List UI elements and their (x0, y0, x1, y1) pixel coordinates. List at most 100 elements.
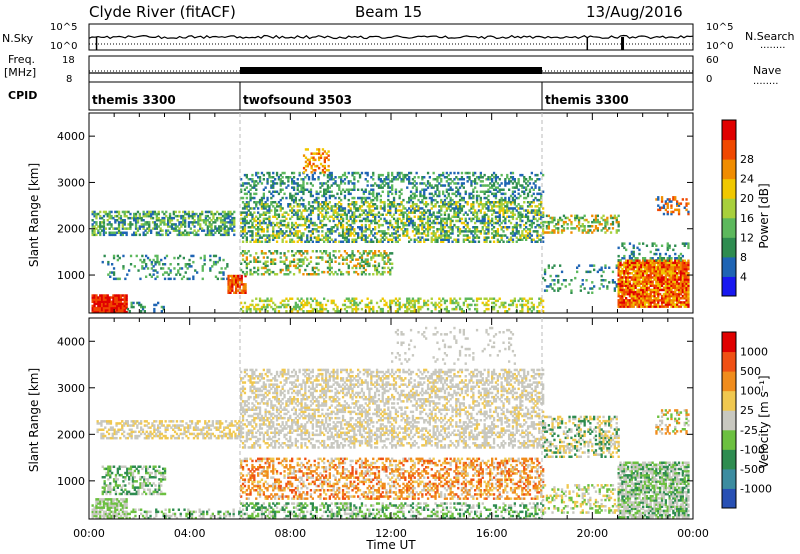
heatmap-cell (294, 221, 297, 225)
heatmap-cell (118, 256, 121, 260)
heatmap-cell (353, 186, 356, 189)
heatmap-cell (530, 209, 533, 212)
heatmap-cell (97, 212, 100, 216)
heatmap-cell (104, 300, 107, 303)
heatmap-cell (311, 299, 314, 303)
heatmap-cell (443, 232, 447, 235)
heatmap-cell (281, 182, 284, 185)
heatmap-cell (341, 188, 345, 191)
heatmap-cell (218, 227, 221, 230)
heatmap-cell (445, 238, 448, 241)
heatmap-cell (298, 250, 301, 253)
heatmap-cell (419, 201, 422, 204)
heatmap-cell (216, 227, 219, 230)
heatmap-cell (434, 234, 437, 237)
heatmap-cell (396, 310, 399, 313)
heatmap-cell (114, 300, 117, 303)
heatmap-cell (277, 221, 281, 225)
heatmap-cell (423, 303, 426, 307)
heatmap-cell (262, 219, 265, 223)
heatmap-cell (351, 228, 354, 231)
heatmap-cell (309, 221, 313, 225)
heatmap-cell (426, 186, 430, 189)
heatmap-cell (298, 260, 301, 263)
heatmap-cell (154, 263, 157, 266)
heatmap-cell (368, 301, 371, 305)
heatmap-cell (457, 230, 460, 233)
heatmap-cell (368, 213, 371, 216)
heatmap-cell (383, 262, 386, 265)
heatmap-cell (108, 308, 111, 312)
heatmap-cell (191, 212, 194, 216)
heatmap-cell (172, 216, 175, 220)
heatmap-cell (511, 207, 515, 210)
heatmap-cell (283, 305, 286, 309)
heatmap-cell (430, 192, 433, 196)
heatmap-cell (102, 214, 106, 218)
heatmap-cell (332, 226, 335, 229)
heatmap-cell (179, 254, 182, 258)
heatmap-cell (272, 230, 275, 233)
heatmap-cell (281, 180, 284, 183)
heatmap-cell (220, 267, 223, 270)
heatmap-cell (477, 240, 481, 243)
heatmap-cell (311, 266, 314, 270)
heatmap-cell (132, 301, 135, 305)
heatmap-cell (474, 215, 477, 218)
heatmap-cell (494, 230, 498, 233)
heatmap-cell (155, 233, 158, 237)
heatmap-cell (494, 186, 498, 189)
heatmap-cell (178, 221, 181, 224)
heatmap-cell (157, 231, 160, 234)
heatmap-cell (244, 285, 247, 288)
heatmap-cell (408, 303, 411, 307)
heatmap-cell (323, 156, 326, 159)
heatmap-cell (483, 213, 486, 216)
heatmap-cell (504, 182, 507, 185)
heatmap-cell (434, 240, 437, 243)
heatmap-cell (457, 178, 460, 181)
heatmap-cell (398, 305, 401, 309)
heatmap-cell (409, 301, 413, 305)
heatmap-cell (387, 260, 390, 263)
heatmap-cell (355, 305, 358, 309)
heatmap-cell (470, 232, 473, 235)
heatmap-cell (241, 201, 245, 204)
heatmap-cell (449, 226, 452, 229)
heatmap-cell (99, 298, 102, 301)
heatmap-cell (157, 301, 160, 305)
heatmap-cell (125, 306, 128, 310)
heatmap-cell (375, 207, 379, 210)
heatmap-cell (434, 205, 437, 208)
heatmap-cell (270, 223, 273, 227)
heatmap-cell (291, 250, 294, 253)
heatmap-cell (372, 178, 375, 181)
heatmap-cell (279, 198, 282, 202)
heatmap-cell (436, 221, 439, 225)
heatmap-cell (134, 219, 138, 222)
heatmap-cell (458, 207, 462, 210)
heatmap-cell (318, 166, 321, 170)
heatmap-cell (330, 215, 333, 218)
heatmap-cell (210, 223, 213, 226)
heatmap-cell (375, 266, 379, 270)
heatmap-cell (368, 252, 371, 255)
heatmap-cell (417, 236, 420, 239)
heatmap-cell (366, 173, 369, 177)
heatmap-cell (266, 196, 269, 200)
heatmap-cell (479, 203, 482, 206)
heatmap-cell (474, 226, 477, 229)
heatmap-cell (455, 190, 458, 193)
heatmap-cell (193, 221, 196, 224)
heatmap-cell (489, 209, 492, 212)
heatmap-cell (462, 221, 465, 225)
heatmap-cell (304, 256, 307, 259)
heatmap-cell (268, 211, 271, 214)
heatmap-cell (487, 217, 490, 221)
heatmap-cell (165, 231, 168, 234)
heatmap-cell (379, 213, 382, 216)
heatmap-cell (309, 310, 313, 313)
heatmap-cell (509, 201, 513, 204)
heatmap-cell (538, 238, 541, 241)
heatmap-cell (343, 234, 347, 237)
